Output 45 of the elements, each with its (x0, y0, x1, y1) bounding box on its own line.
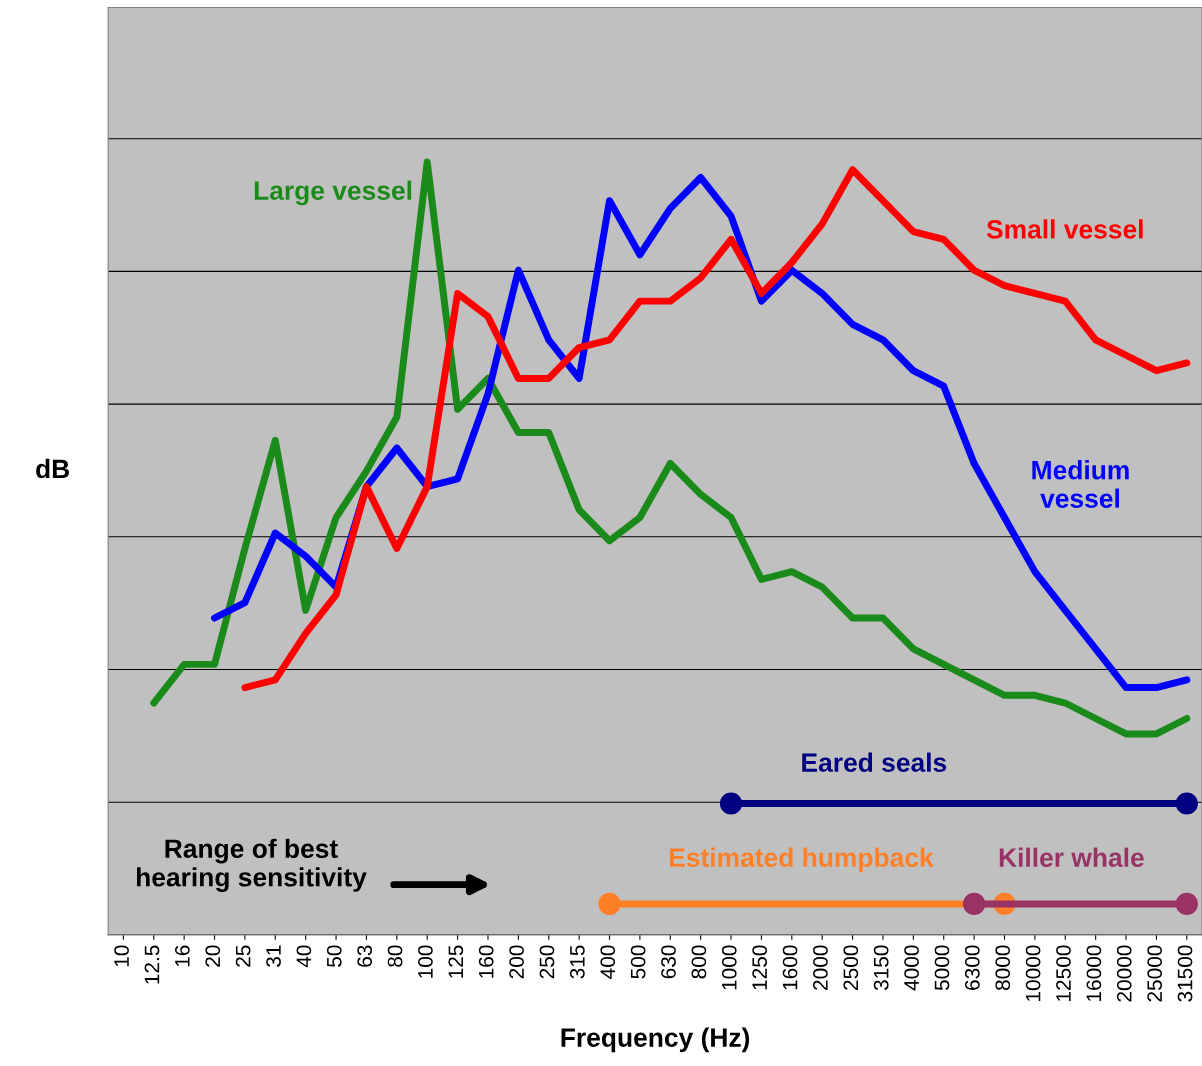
x-tick-label: 8000 (995, 945, 1011, 991)
x-tick-label: 20 (205, 945, 221, 967)
x-tick-label: 16000 (1086, 945, 1102, 1001)
series-label: Small vessel (986, 219, 1143, 239)
x-tick-label: 3150 (873, 945, 889, 991)
x-tick-label: 1600 (782, 945, 798, 990)
x-tick-label: 1000 (721, 945, 737, 990)
x-tick-label: 80 (387, 945, 403, 967)
x-tick-label: 315 (569, 945, 585, 979)
x-axis-title: Frequency (Hz) (561, 1027, 750, 1053)
x-tick-label: 4000 (904, 945, 919, 991)
x-tick-label: 400 (600, 945, 616, 979)
x-tick-label: 500 (630, 945, 646, 979)
series-label: Estimated humpback (669, 847, 934, 873)
x-tick-label: 630 (661, 945, 676, 979)
x-tick-label: 6300 (964, 945, 980, 990)
x-tick-label: 160 (478, 945, 494, 978)
x-tick-label: 25 (235, 945, 251, 967)
x-tick-label: 125 (448, 945, 464, 978)
series-label: Killer whale (999, 847, 1144, 867)
x-tick-label: 12.5 (144, 945, 160, 984)
x-tick-label: 100 (418, 945, 433, 978)
x-tick-label: 10000 (1025, 945, 1041, 1001)
x-tick-label: 25000 (1147, 945, 1163, 1002)
x-tick-label: 800 (691, 945, 707, 979)
x-tick-label: 20000 (1116, 945, 1132, 1002)
x-tick-label: 12500 (1056, 945, 1071, 1001)
x-tick-label: 1250 (752, 945, 768, 990)
x-tick-label: 2500 (843, 945, 859, 990)
x-tick-label: 40 (296, 945, 312, 968)
x-tick-label: 200 (509, 945, 524, 979)
x-tick-label: 10 (114, 945, 129, 967)
x-tick-label: 63 (357, 945, 373, 967)
x-tick-label: 31500 (1177, 945, 1193, 1002)
annotation: Range of best hearing sensitivity (136, 838, 367, 892)
series-label: Large vessel (254, 180, 412, 206)
x-tick-label: 250 (539, 945, 555, 979)
series-label: Eared seals (802, 752, 947, 772)
series-label: Medium vessel (1032, 460, 1129, 508)
x-tick-label: 50 (326, 945, 342, 967)
y-axis-title: dB (36, 458, 70, 479)
x-tick-label: 2000 (813, 945, 828, 990)
x-tick-label: 5000 (934, 945, 950, 991)
x-tick-label: 31 (266, 945, 281, 967)
x-tick-label: 16 (174, 945, 190, 967)
